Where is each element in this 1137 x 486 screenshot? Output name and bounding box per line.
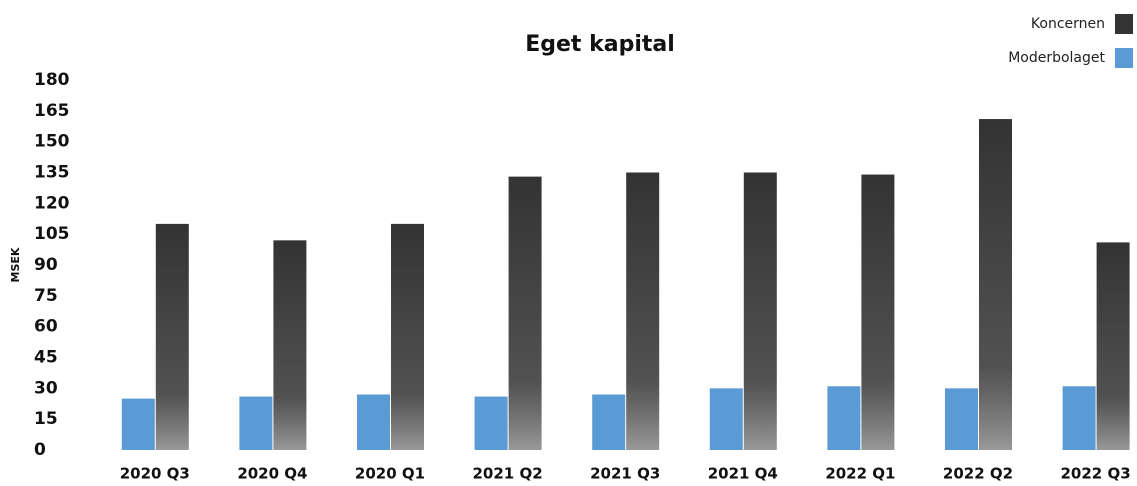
bar bbox=[709, 388, 743, 450]
x-tick-label: 2022 Q3 bbox=[1061, 465, 1131, 483]
x-tick-label: 2021 Q2 bbox=[473, 465, 543, 483]
y-tick-label: 90 bbox=[34, 255, 58, 275]
y-axis-label: MSEK bbox=[9, 247, 22, 282]
y-tick-label: 60 bbox=[34, 317, 58, 337]
bar bbox=[357, 394, 390, 450]
x-tick-label: 2021 Q3 bbox=[590, 465, 660, 483]
bar bbox=[391, 223, 424, 450]
y-tick-label: 0 bbox=[34, 440, 46, 460]
y-tick-label: 180 bbox=[34, 70, 70, 90]
y-tick-label: 15 bbox=[34, 409, 58, 429]
x-tick-label: 2020 Q4 bbox=[237, 465, 307, 483]
y-tick-label: 30 bbox=[34, 378, 58, 398]
bar bbox=[945, 388, 978, 450]
bar bbox=[239, 396, 273, 450]
y-tick-label: 150 bbox=[34, 132, 70, 152]
x-tick-label: 2020 Q3 bbox=[120, 465, 190, 483]
bar bbox=[474, 396, 508, 450]
x-tick-label: 2022 Q2 bbox=[943, 465, 1013, 483]
bar bbox=[508, 176, 542, 450]
y-tick-label: 165 bbox=[34, 101, 70, 121]
legend-label: Koncernen bbox=[1031, 16, 1105, 32]
bar bbox=[121, 398, 155, 450]
x-tick-label: 2020 Q1 bbox=[355, 465, 425, 483]
y-tick-label: 45 bbox=[34, 348, 58, 368]
legend-label: Moderbolaget bbox=[1008, 50, 1105, 66]
legend-swatch bbox=[1115, 48, 1133, 68]
bar bbox=[827, 386, 861, 450]
bar bbox=[592, 394, 626, 450]
bar bbox=[861, 174, 895, 451]
y-tick-label: 75 bbox=[34, 286, 58, 306]
bar bbox=[979, 119, 1012, 451]
bar bbox=[626, 172, 660, 450]
bar bbox=[273, 240, 307, 450]
bar bbox=[743, 172, 777, 450]
chart-title: Eget kapital bbox=[525, 32, 675, 57]
y-tick-label: 135 bbox=[34, 163, 70, 183]
bar bbox=[1062, 386, 1096, 450]
bar bbox=[1096, 242, 1130, 450]
y-tick-label: 105 bbox=[34, 224, 70, 244]
y-tick-label: 120 bbox=[34, 193, 70, 213]
legend-swatch bbox=[1115, 14, 1133, 34]
x-tick-label: 2021 Q4 bbox=[708, 465, 778, 483]
bar bbox=[155, 223, 189, 450]
x-tick-label: 2022 Q1 bbox=[825, 465, 895, 483]
